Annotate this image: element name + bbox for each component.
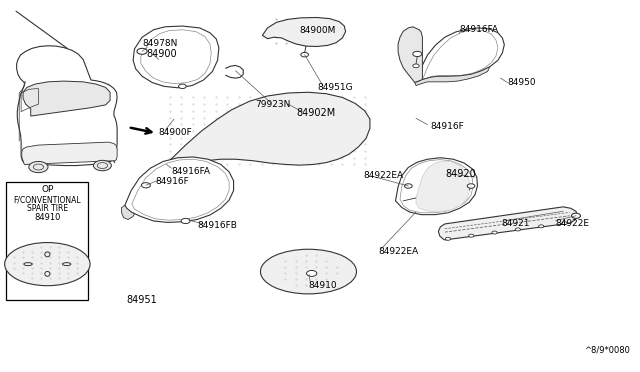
Text: 84916FA: 84916FA <box>460 25 499 33</box>
Ellipse shape <box>24 263 32 266</box>
Circle shape <box>97 163 108 169</box>
Text: SPAIR TIRE: SPAIR TIRE <box>27 204 68 213</box>
Ellipse shape <box>45 272 50 276</box>
Text: 84916F: 84916F <box>430 122 464 131</box>
Polygon shape <box>22 142 117 164</box>
Text: 84902M: 84902M <box>296 108 335 118</box>
Circle shape <box>179 84 186 89</box>
Circle shape <box>413 64 419 68</box>
Text: 84922EA: 84922EA <box>363 171 403 180</box>
Circle shape <box>468 234 474 237</box>
Polygon shape <box>17 46 117 166</box>
Circle shape <box>301 52 308 57</box>
Text: ^8/9*0080: ^8/9*0080 <box>584 345 630 354</box>
Text: 79923N: 79923N <box>255 100 290 109</box>
Text: OP: OP <box>41 185 54 194</box>
Text: 84950: 84950 <box>508 78 536 87</box>
Circle shape <box>307 270 317 276</box>
Text: 84951: 84951 <box>127 295 157 305</box>
Ellipse shape <box>4 243 90 286</box>
Text: 84921: 84921 <box>502 219 531 228</box>
Text: 84922E: 84922E <box>556 219 589 228</box>
Polygon shape <box>398 27 422 83</box>
Polygon shape <box>415 28 504 83</box>
Polygon shape <box>416 161 470 212</box>
Polygon shape <box>166 92 370 168</box>
Text: 84978N: 84978N <box>142 39 177 48</box>
Circle shape <box>181 218 190 224</box>
Circle shape <box>572 213 580 218</box>
Text: F/CONVENTIONAL: F/CONVENTIONAL <box>13 195 81 204</box>
Circle shape <box>515 228 520 231</box>
Circle shape <box>404 184 412 188</box>
Circle shape <box>413 51 422 57</box>
Ellipse shape <box>63 263 71 266</box>
Text: 84900F: 84900F <box>159 128 193 137</box>
Polygon shape <box>396 158 477 215</box>
Text: 84900M: 84900M <box>299 26 335 35</box>
Text: 84900: 84900 <box>146 49 177 59</box>
Circle shape <box>93 160 111 171</box>
Circle shape <box>539 225 544 228</box>
Text: 84922EA: 84922EA <box>378 247 419 256</box>
Ellipse shape <box>45 252 50 257</box>
Text: 84951G: 84951G <box>317 83 353 92</box>
Polygon shape <box>125 157 234 222</box>
Polygon shape <box>133 26 219 88</box>
Text: 84910: 84910 <box>34 213 61 222</box>
Text: 84916FA: 84916FA <box>172 167 211 176</box>
Circle shape <box>137 48 147 54</box>
Polygon shape <box>415 67 490 86</box>
Circle shape <box>141 183 150 188</box>
Ellipse shape <box>260 249 356 294</box>
Circle shape <box>562 222 567 225</box>
Circle shape <box>492 231 497 234</box>
Polygon shape <box>23 81 110 116</box>
Polygon shape <box>438 207 577 240</box>
Circle shape <box>29 161 48 173</box>
Text: 84920: 84920 <box>445 169 476 179</box>
Circle shape <box>445 237 451 240</box>
Polygon shape <box>122 205 134 219</box>
Polygon shape <box>262 17 346 46</box>
Text: 84916FB: 84916FB <box>197 221 237 230</box>
Text: 84916F: 84916F <box>156 177 189 186</box>
Circle shape <box>33 164 44 170</box>
Text: 84910: 84910 <box>308 281 337 290</box>
Bar <box>6 182 88 300</box>
Circle shape <box>467 184 475 188</box>
